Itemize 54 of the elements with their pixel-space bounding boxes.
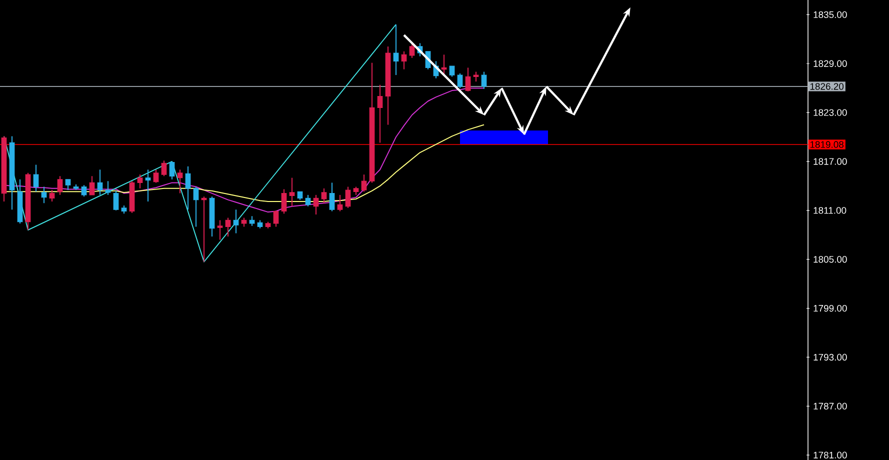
candlestick [113, 190, 119, 211]
candlestick [41, 186, 47, 204]
candlestick [329, 182, 335, 212]
candlestick [161, 160, 167, 177]
y-tick-label: 1793.00 [814, 354, 847, 361]
line-series [4, 24, 397, 262]
y-tick-label: 1817.00 [814, 158, 847, 165]
candlestick [65, 178, 71, 191]
candlestick [409, 42, 415, 58]
candlestick [105, 180, 111, 196]
candlestick [281, 188, 287, 214]
candlestick [153, 169, 159, 184]
candlestick [217, 220, 223, 240]
candlestick [249, 216, 255, 226]
y-tick-label: 1823.00 [814, 109, 847, 116]
candlestick [81, 184, 87, 198]
y-tick-label: 1811.00 [814, 207, 846, 214]
candlestick [337, 194, 343, 212]
candlestick [33, 164, 39, 192]
candlestick [345, 186, 351, 208]
ref-line-label: 1826.20 [810, 83, 844, 90]
candlestick [233, 209, 239, 234]
candlestick [465, 67, 471, 92]
y-tick-label: 1799.00 [814, 304, 847, 312]
y-tick-label: 1829.00 [814, 60, 847, 67]
ref-line-label: 1819.08 [810, 141, 844, 148]
candlestick [97, 169, 103, 196]
candlestick [177, 169, 183, 194]
y-tick-label: 1835.00 [814, 11, 847, 18]
candlestick [289, 177, 295, 207]
y-tick-label: 1805.00 [814, 256, 847, 263]
candlestick [473, 71, 479, 82]
candlestick [457, 72, 463, 89]
candlestick [225, 217, 231, 238]
candlestick [169, 160, 175, 180]
candlestick [313, 194, 319, 215]
candlestick [137, 174, 143, 189]
candlestick [273, 210, 279, 228]
candlestick [321, 188, 327, 204]
candlestick [49, 190, 55, 202]
candlestick [481, 71, 487, 90]
candlestick [57, 176, 63, 196]
candlestick [305, 194, 311, 207]
candlestick [145, 169, 151, 202]
candlestick [377, 84, 383, 144]
y-tick-label: 1787.00 [814, 402, 847, 410]
candlestick [401, 50, 407, 70]
candlestick [393, 24, 399, 76]
candlestick [361, 174, 367, 192]
y-tick-label: 1781.00 [814, 452, 847, 458]
candlestick [89, 176, 95, 196]
candlestick [449, 66, 455, 78]
candlestick [185, 166, 191, 210]
candlestick [193, 186, 199, 228]
